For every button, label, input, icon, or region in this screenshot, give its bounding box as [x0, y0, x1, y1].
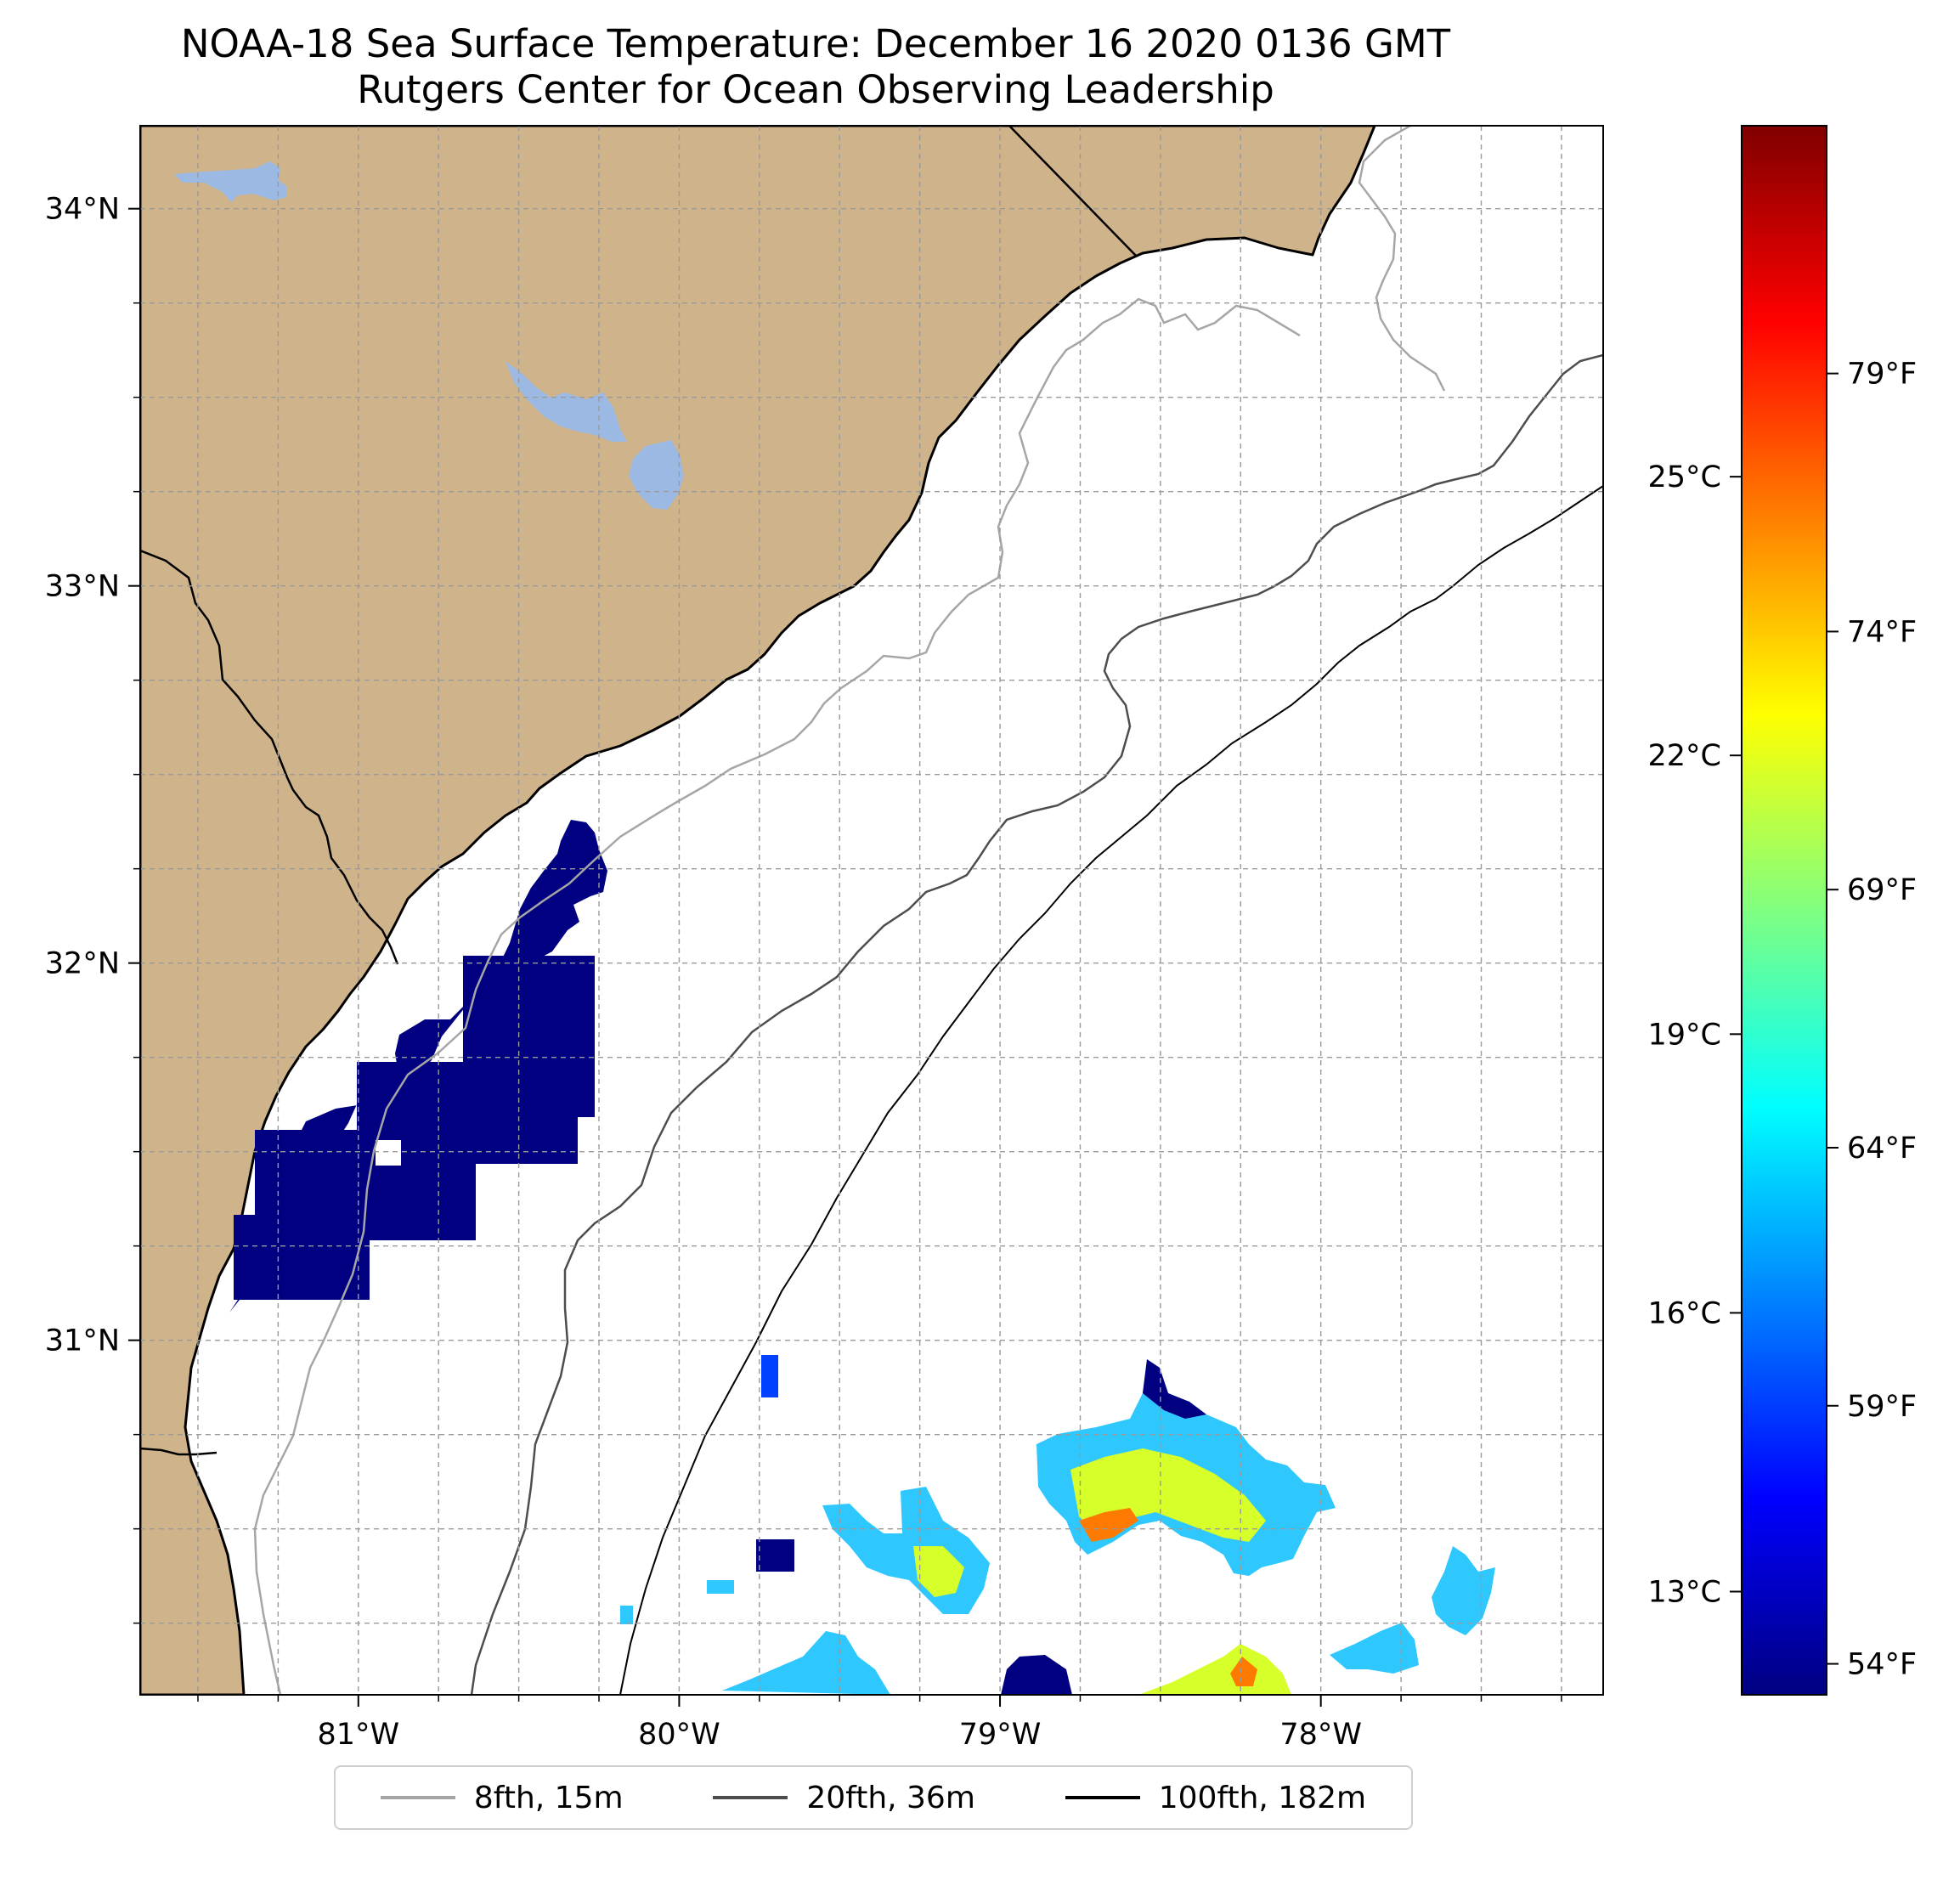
isobath-20fth-36m [470, 353, 1603, 1695]
cbar-fahrenheit-label: 74°F [1847, 615, 1917, 649]
legend-item-8fth: 8fth, 15m [380, 1780, 624, 1815]
sst-patch-east [1432, 1546, 1495, 1635]
sst-patch-small-3 [620, 1606, 633, 1624]
cbar-celsius-label: 13°C [1648, 1575, 1721, 1609]
sst-patch-small-1 [761, 1355, 778, 1397]
sst-patch-southeast [1330, 1623, 1419, 1674]
sst-patch-central-hot [1079, 1508, 1138, 1542]
y-tick-label: 34°N [45, 193, 120, 227]
sst-patch-nearshore-block5 [510, 960, 586, 1070]
cbar-fahrenheit-label: 79°F [1847, 358, 1917, 392]
map-frame [139, 125, 1604, 1696]
isobath-100fth-182m [619, 485, 1603, 1695]
x-tick-label: 79°W [959, 1718, 1042, 1752]
cbar-fahrenheit-label: 69°F [1847, 873, 1917, 907]
cbar-celsius-label: 22°C [1648, 739, 1721, 773]
cbar-celsius-label: 25°C [1648, 460, 1721, 494]
isobath-legend: 8fth, 15m 20fth, 36m 100fth, 182m [334, 1765, 1413, 1830]
x-tick-label: 80°W [638, 1718, 720, 1752]
legend-label-20fth: 20fth, 36m [806, 1780, 975, 1815]
sst-patch-southwest-cold [756, 1539, 794, 1572]
sst-patch-south-cold [1001, 1655, 1072, 1695]
cbar-fahrenheit-label: 59°F [1847, 1390, 1917, 1424]
state-border-line [1008, 126, 1138, 257]
savannah-river-border [140, 549, 399, 965]
lake-north [174, 161, 287, 202]
sst-gap [376, 1140, 401, 1166]
y-tick-label: 33°N [45, 570, 120, 604]
sst-patch-central-cold-edge [1143, 1359, 1206, 1419]
cbar-celsius-label: 16°C [1648, 1296, 1721, 1330]
isobath-8fth-15m [253, 126, 1446, 1695]
map-axis-ticks: 81°W 80°W 79°W 78°W 34°N 33°N 32°N 31°N [45, 193, 1562, 1752]
chart-title-line1: NOAA-18 Sea Surface Temperature: Decembe… [180, 21, 1451, 66]
y-tick-label: 32°N [45, 947, 120, 981]
legend-swatch-100fth [1065, 1796, 1140, 1799]
x-tick-label: 81°W [317, 1718, 399, 1752]
legend-label-100fth: 100fth, 182m [1158, 1780, 1367, 1815]
legend-label-8fth: 8fth, 15m [473, 1780, 624, 1815]
legend-item-100fth: 100fth, 182m [1065, 1781, 1366, 1815]
land-mass [140, 126, 1376, 1695]
sst-patch-southwest-warm [913, 1546, 964, 1597]
lake-moultrie [629, 440, 684, 510]
sst-patch-south [722, 1631, 890, 1695]
y-tick-label: 31°N [45, 1324, 120, 1358]
sst-patch-nearshore-block4 [234, 1215, 370, 1300]
cbar-fahrenheit-label: 54°F [1847, 1648, 1917, 1682]
chart-title-line2: Rutgers Center for Ocean Observing Leade… [357, 67, 1274, 112]
legend-swatch-8fth [380, 1796, 455, 1799]
map-gridlines [140, 126, 1603, 1695]
colorbar-celsius-axis: 25°C 22°C 19°C 16°C 13°C [1648, 460, 1742, 1609]
sst-patch-south-central-hot [1230, 1657, 1257, 1686]
x-tick-label: 78°W [1279, 1718, 1362, 1752]
lake-marion-moultrie [506, 361, 627, 442]
sst-patch-small-2 [707, 1580, 734, 1594]
colorbar: 25°C 22°C 19°C 16°C 13°C 79°F 74°F 69°F 64°F 59°… [1648, 125, 1917, 1696]
colorbar-gradient [1741, 125, 1827, 1696]
cbar-celsius-label: 19°C [1648, 1018, 1721, 1052]
colorbar-fahrenheit-axis: 79°F 74°F 69°F 64°F 59°F 54°F [1827, 358, 1917, 1682]
st-marys-river-border [140, 1447, 217, 1456]
legend-item-20fth: 20fth, 36m [713, 1781, 975, 1815]
legend-swatch-20fth [713, 1796, 788, 1799]
cbar-fahrenheit-label: 64°F [1847, 1132, 1917, 1166]
